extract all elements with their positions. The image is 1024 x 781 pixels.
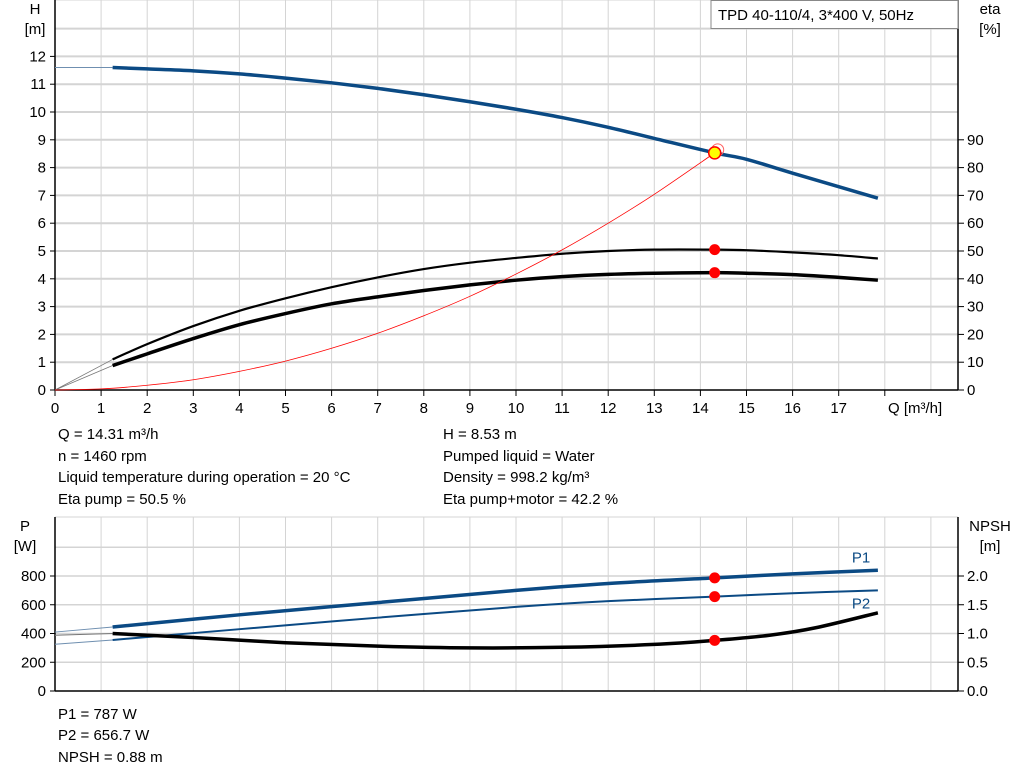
y2-tick-label: 1.0	[967, 626, 988, 643]
x-tick-label: 17	[830, 400, 847, 417]
duty-point-P2	[709, 591, 721, 603]
y2-axis-label: eta	[980, 1, 1002, 18]
x-tick-label: 1	[97, 400, 105, 417]
info-eta-pump-motor: Eta pump+motor = 42.2 %	[443, 491, 618, 508]
info-npsh: NPSH = 0.88 m	[58, 749, 163, 766]
y2-tick-label: 60	[967, 215, 984, 232]
info-liquid: Pumped liquid = Water	[443, 448, 595, 465]
eta_pump_motor-extension	[54, 365, 113, 391]
x-tick-label: 4	[235, 400, 243, 417]
y-axis-label: H	[30, 1, 41, 18]
y-tick-label: 4	[38, 271, 46, 288]
y-tick-label: 400	[21, 626, 46, 643]
x-tick-label: 8	[420, 400, 428, 417]
y2-tick-label: 70	[967, 187, 984, 204]
y-tick-label: 10	[29, 104, 46, 121]
P2-extension	[54, 639, 113, 645]
y-tick-label: 200	[21, 654, 46, 671]
y-tick-label: 800	[21, 568, 46, 585]
info-p2: P2 = 656.7 W	[58, 727, 150, 744]
y2-tick-label: 0	[967, 382, 975, 399]
y-tick-label: 600	[21, 597, 46, 614]
x-tick-label: 15	[738, 400, 755, 417]
info-p1: P1 = 787 W	[58, 706, 138, 723]
duty-point-eta_pump	[709, 244, 721, 256]
x-tick-label: 12	[600, 400, 617, 417]
info-temp: Liquid temperature during operation = 20…	[58, 469, 351, 486]
P1-label: P1	[852, 549, 870, 566]
duty-point-NPSH	[709, 634, 721, 646]
y-tick-label: 3	[38, 299, 46, 316]
y-tick-label: 7	[38, 187, 46, 204]
x-tick-label: 14	[692, 400, 709, 417]
P1-extension	[54, 626, 113, 633]
x-tick-label: 13	[646, 400, 663, 417]
y2-axis-label: NPSH	[969, 518, 1011, 535]
H-curve	[112, 65, 879, 200]
eta_pump-extension	[54, 359, 113, 391]
y2-axis-unit: [m]	[980, 538, 1001, 555]
y2-tick-label: 30	[967, 299, 984, 316]
y2-axis-unit: [%]	[979, 21, 1001, 38]
y2-tick-label: 50	[967, 243, 984, 260]
y-axis-unit: [m]	[25, 21, 46, 38]
NPSH-curve	[112, 611, 879, 650]
info-q: Q = 14.31 m³/h	[58, 426, 158, 443]
x-tick-label: 5	[281, 400, 289, 417]
x-tick-label: 0	[51, 400, 59, 417]
y2-tick-label: 0.0	[967, 683, 988, 700]
y-tick-label: 0	[38, 683, 46, 700]
y-tick-label: 9	[38, 132, 46, 149]
x-tick-label: 10	[508, 400, 525, 417]
P1-curve	[112, 568, 878, 629]
y2-tick-label: 90	[967, 132, 984, 149]
y-tick-label: 12	[29, 48, 46, 65]
y2-tick-label: 20	[967, 326, 984, 343]
x-tick-label: 16	[784, 400, 801, 417]
system-curve	[54, 152, 715, 391]
performance-plot: 01234567891011120102030405060708090H[m]e…	[25, 0, 1002, 417]
NPSH-extension	[54, 633, 113, 636]
info-h: H = 8.53 m	[443, 426, 517, 443]
y2-tick-label: 2.0	[967, 568, 988, 585]
P2-curve	[112, 589, 878, 641]
y2-tick-label: 0.5	[967, 654, 988, 671]
duty-point-eta_pump_motor	[709, 267, 721, 279]
duty-point-H	[707, 146, 722, 160]
x-tick-label: 7	[374, 400, 382, 417]
eta_pump_motor-curve	[112, 270, 879, 368]
info-n: n = 1460 rpm	[58, 448, 147, 465]
y-axis-unit: [W]	[14, 538, 37, 555]
y2-tick-label: 80	[967, 160, 984, 177]
P2-label: P2	[852, 595, 870, 612]
info-density: Density = 998.2 kg/m³	[443, 469, 589, 486]
y-tick-label: 0	[38, 382, 46, 399]
y2-tick-label: 10	[967, 354, 984, 371]
x-tick-label: 3	[189, 400, 197, 417]
x-tick-label: 6	[327, 400, 335, 417]
y-tick-label: 1	[38, 354, 46, 371]
x-tick-label: 11	[554, 400, 570, 417]
y-tick-label: 6	[38, 215, 46, 232]
y2-tick-label: 1.5	[967, 597, 988, 614]
power-npsh-plot: 0 200 400 600 800 0.0 0.5 1.0 1.5 2.0 P [W] NPSH [m] P…	[14, 516, 1011, 700]
y-axis-label: P	[20, 518, 30, 535]
title-box	[710, 0, 959, 29]
y-tick-label: 5	[38, 243, 46, 260]
chart-title: TPD 40-110/4, 3*400 V, 50Hz	[718, 7, 914, 24]
info-eta-pump: Eta pump = 50.5 %	[58, 491, 186, 508]
y-tick-label: 11	[30, 76, 46, 93]
y-tick-label: 2	[38, 326, 46, 343]
x-axis-label: Q [m³/h]	[888, 400, 942, 417]
duty-point-P1	[709, 572, 721, 584]
eta_pump-curve	[112, 248, 878, 361]
x-tick-label: 2	[143, 400, 151, 417]
y2-tick-label: 40	[967, 271, 984, 288]
y-tick-label: 8	[38, 160, 46, 177]
x-tick-label: 9	[466, 400, 474, 417]
